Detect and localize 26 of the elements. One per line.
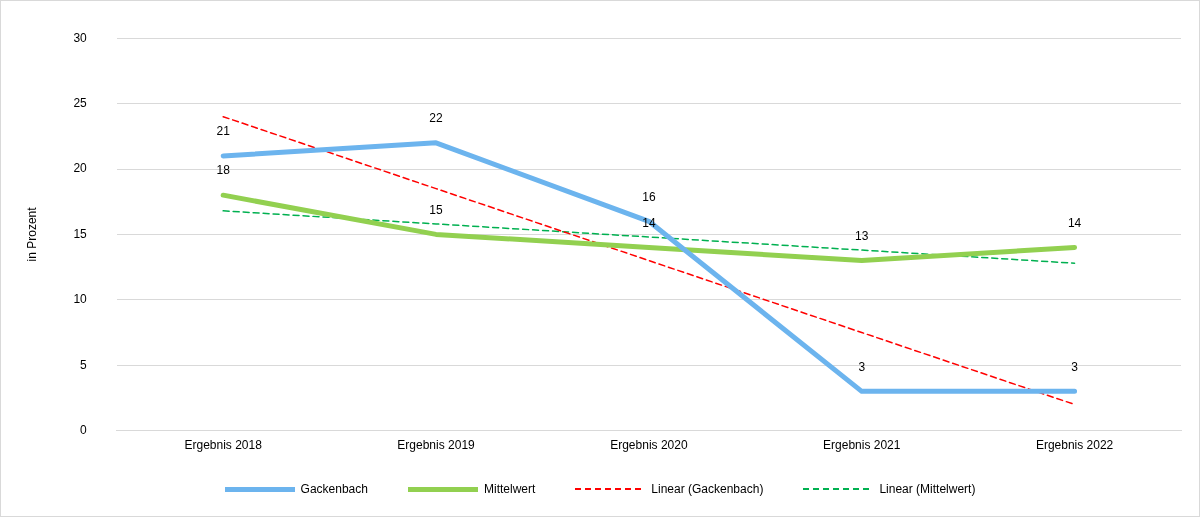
data-label: 3 xyxy=(858,359,866,374)
legend-label: Gackenbach xyxy=(300,482,368,496)
legend-label: Linear (Gackenbach) xyxy=(651,482,764,496)
data-label: 18 xyxy=(216,163,231,178)
x-tick-label: Ergebnis 2020 xyxy=(610,438,688,453)
x-tick-label: Ergebnis 2019 xyxy=(397,438,476,453)
data-label: 16 xyxy=(642,189,656,204)
data-label: 15 xyxy=(429,202,444,217)
y-tick-label: 20 xyxy=(73,161,88,176)
y-tick-label: 30 xyxy=(73,30,88,45)
data-label: 21 xyxy=(216,124,231,139)
data-label: 22 xyxy=(429,111,444,126)
x-tick-label: Ergebnis 2018 xyxy=(184,438,263,453)
y-axis-title: in Prozent xyxy=(24,206,39,262)
data-label: 13 xyxy=(855,228,869,243)
y-tick-label: 10 xyxy=(73,292,88,307)
y-tick-label: 15 xyxy=(73,226,88,241)
data-label: 14 xyxy=(1067,215,1082,230)
y-tick-label: 5 xyxy=(80,357,88,372)
y-tick-label: 0 xyxy=(80,422,88,437)
x-tick-label: Ergebnis 2021 xyxy=(823,438,901,453)
legend-label: Mittelwert xyxy=(483,482,536,496)
y-tick-label: 25 xyxy=(73,95,88,110)
x-tick-label: Ergebnis 2022 xyxy=(1035,438,1114,453)
legend-label: Linear (Mittelwert) xyxy=(879,482,976,496)
data-label: 3 xyxy=(1071,359,1079,374)
